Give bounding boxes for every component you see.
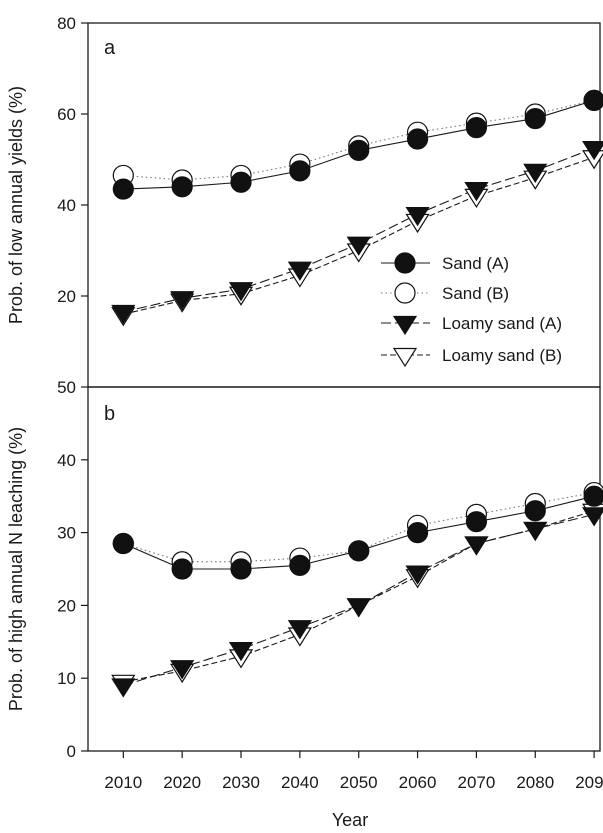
panel-b-y-tick-label: 10: [57, 669, 76, 688]
panel-a-data-point: [346, 236, 371, 256]
panel-b-data-point: [346, 598, 371, 618]
panel-b-y-tick-label: 50: [57, 378, 76, 397]
panel-b-data-point: [524, 500, 546, 522]
panel-a-data-point: [582, 141, 603, 161]
panel-b-data-point: [583, 485, 603, 507]
x-tick-label: 2020: [163, 773, 201, 792]
x-tick-label: 2090: [575, 773, 603, 792]
legend-marker: [394, 252, 416, 274]
legend-marker: [394, 282, 416, 304]
x-tick-label: 2050: [340, 773, 378, 792]
panel-a-data-point: [348, 139, 370, 161]
panel-a-y-tick-label: 40: [57, 196, 76, 215]
panel-b: 0 10 20 30 40 50 b Prob. of high annual N lea…: [6, 378, 603, 761]
panel-b-frame: [87, 386, 601, 752]
panel-a-y-axis-label: Prob. of low annual yields (%): [6, 86, 26, 324]
panel-a-data-point: [111, 304, 136, 325]
legend-entry-label: Sand (A): [442, 254, 509, 273]
panel-a-data-point: [287, 261, 312, 281]
panel-a-series-line: [123, 147, 595, 313]
panel-b-data-point: [406, 521, 429, 544]
panel-b-data-point: [111, 678, 136, 698]
panel-a-data-point: [523, 163, 548, 184]
panel-a-y-tick-label: 80: [57, 14, 76, 33]
panel-a-data-point: [464, 181, 489, 202]
panel-b-data-point: [464, 536, 489, 556]
panel-a-y-tick-label: 20: [57, 287, 76, 306]
panel-b-series-line: [123, 510, 595, 683]
panel-b-data-point: [289, 554, 311, 576]
panel-b-data-point: [523, 521, 548, 542]
x-tick-label: 2030: [222, 773, 260, 792]
panel-a-data-point: [524, 107, 546, 130]
panel-a: 20 40 60 80 a Prob. of low annual yields (%…: [6, 14, 603, 388]
panel-b-y-axis-label: Prob. of high annual N leaching (%): [6, 427, 26, 711]
legend-entry-label: Loamy sand (A): [442, 314, 562, 333]
panel-a-y-tick-label: 60: [57, 105, 76, 124]
panel-b-data-point: [348, 540, 370, 562]
panel-b-data-point: [170, 660, 195, 680]
panel-b-data-point: [228, 641, 254, 662]
panel-b-letter: b: [104, 403, 115, 425]
panel-b-data-point: [582, 507, 603, 527]
x-axis-label: Year: [332, 810, 368, 830]
panel-a-letter: a: [104, 37, 116, 59]
legend: Sand (A) Sand (B) Loamy sand (A) Loamy sand…: [381, 252, 562, 368]
legend-entry-label: Sand (B): [442, 284, 509, 303]
x-tick-label: 2070: [457, 773, 495, 792]
panel-a-series-line: [123, 156, 595, 315]
panel-b-data-point: [171, 558, 193, 580]
legend-marker: [392, 315, 418, 336]
panel-b-y-tick-label: 30: [57, 524, 76, 543]
panel-b-data-point: [405, 565, 430, 585]
panel-a-data-point: [170, 291, 195, 311]
x-tick-label: 2060: [399, 773, 437, 792]
panel-a-data-point: [289, 160, 311, 182]
panel-a-data-point: [465, 117, 488, 139]
legend-entry-label: Loamy sand (B): [442, 346, 562, 365]
panel-b-y-tick-label: 20: [57, 596, 76, 615]
x-tick-label: 2040: [281, 773, 319, 792]
panel-b-data-point: [230, 558, 252, 580]
panel-a-data-point: [406, 128, 429, 150]
panel-b-series-line: [123, 513, 595, 687]
panel-a-data-point: [230, 171, 252, 193]
panel-b-data-point: [112, 532, 134, 555]
x-axis: 2010 2020 2030 2040 2050 2060 2070 2080 2090: [104, 751, 603, 792]
x-tick-label: 2010: [104, 773, 142, 792]
legend-marker: [392, 347, 418, 368]
panel-b-y-tick-label: 40: [57, 451, 76, 470]
panel-b-y-tick-label: 0: [67, 742, 76, 761]
x-tick-label: 2080: [516, 773, 554, 792]
panel-a-data-point: [583, 89, 603, 111]
panel-a-data-point: [171, 176, 193, 198]
panel-a-data-point: [112, 178, 134, 200]
panel-b-data-point: [465, 511, 488, 533]
panel-a-data-point: [405, 206, 430, 227]
panel-b-data-point: [287, 620, 312, 640]
panel-a-data-point: [228, 282, 254, 302]
